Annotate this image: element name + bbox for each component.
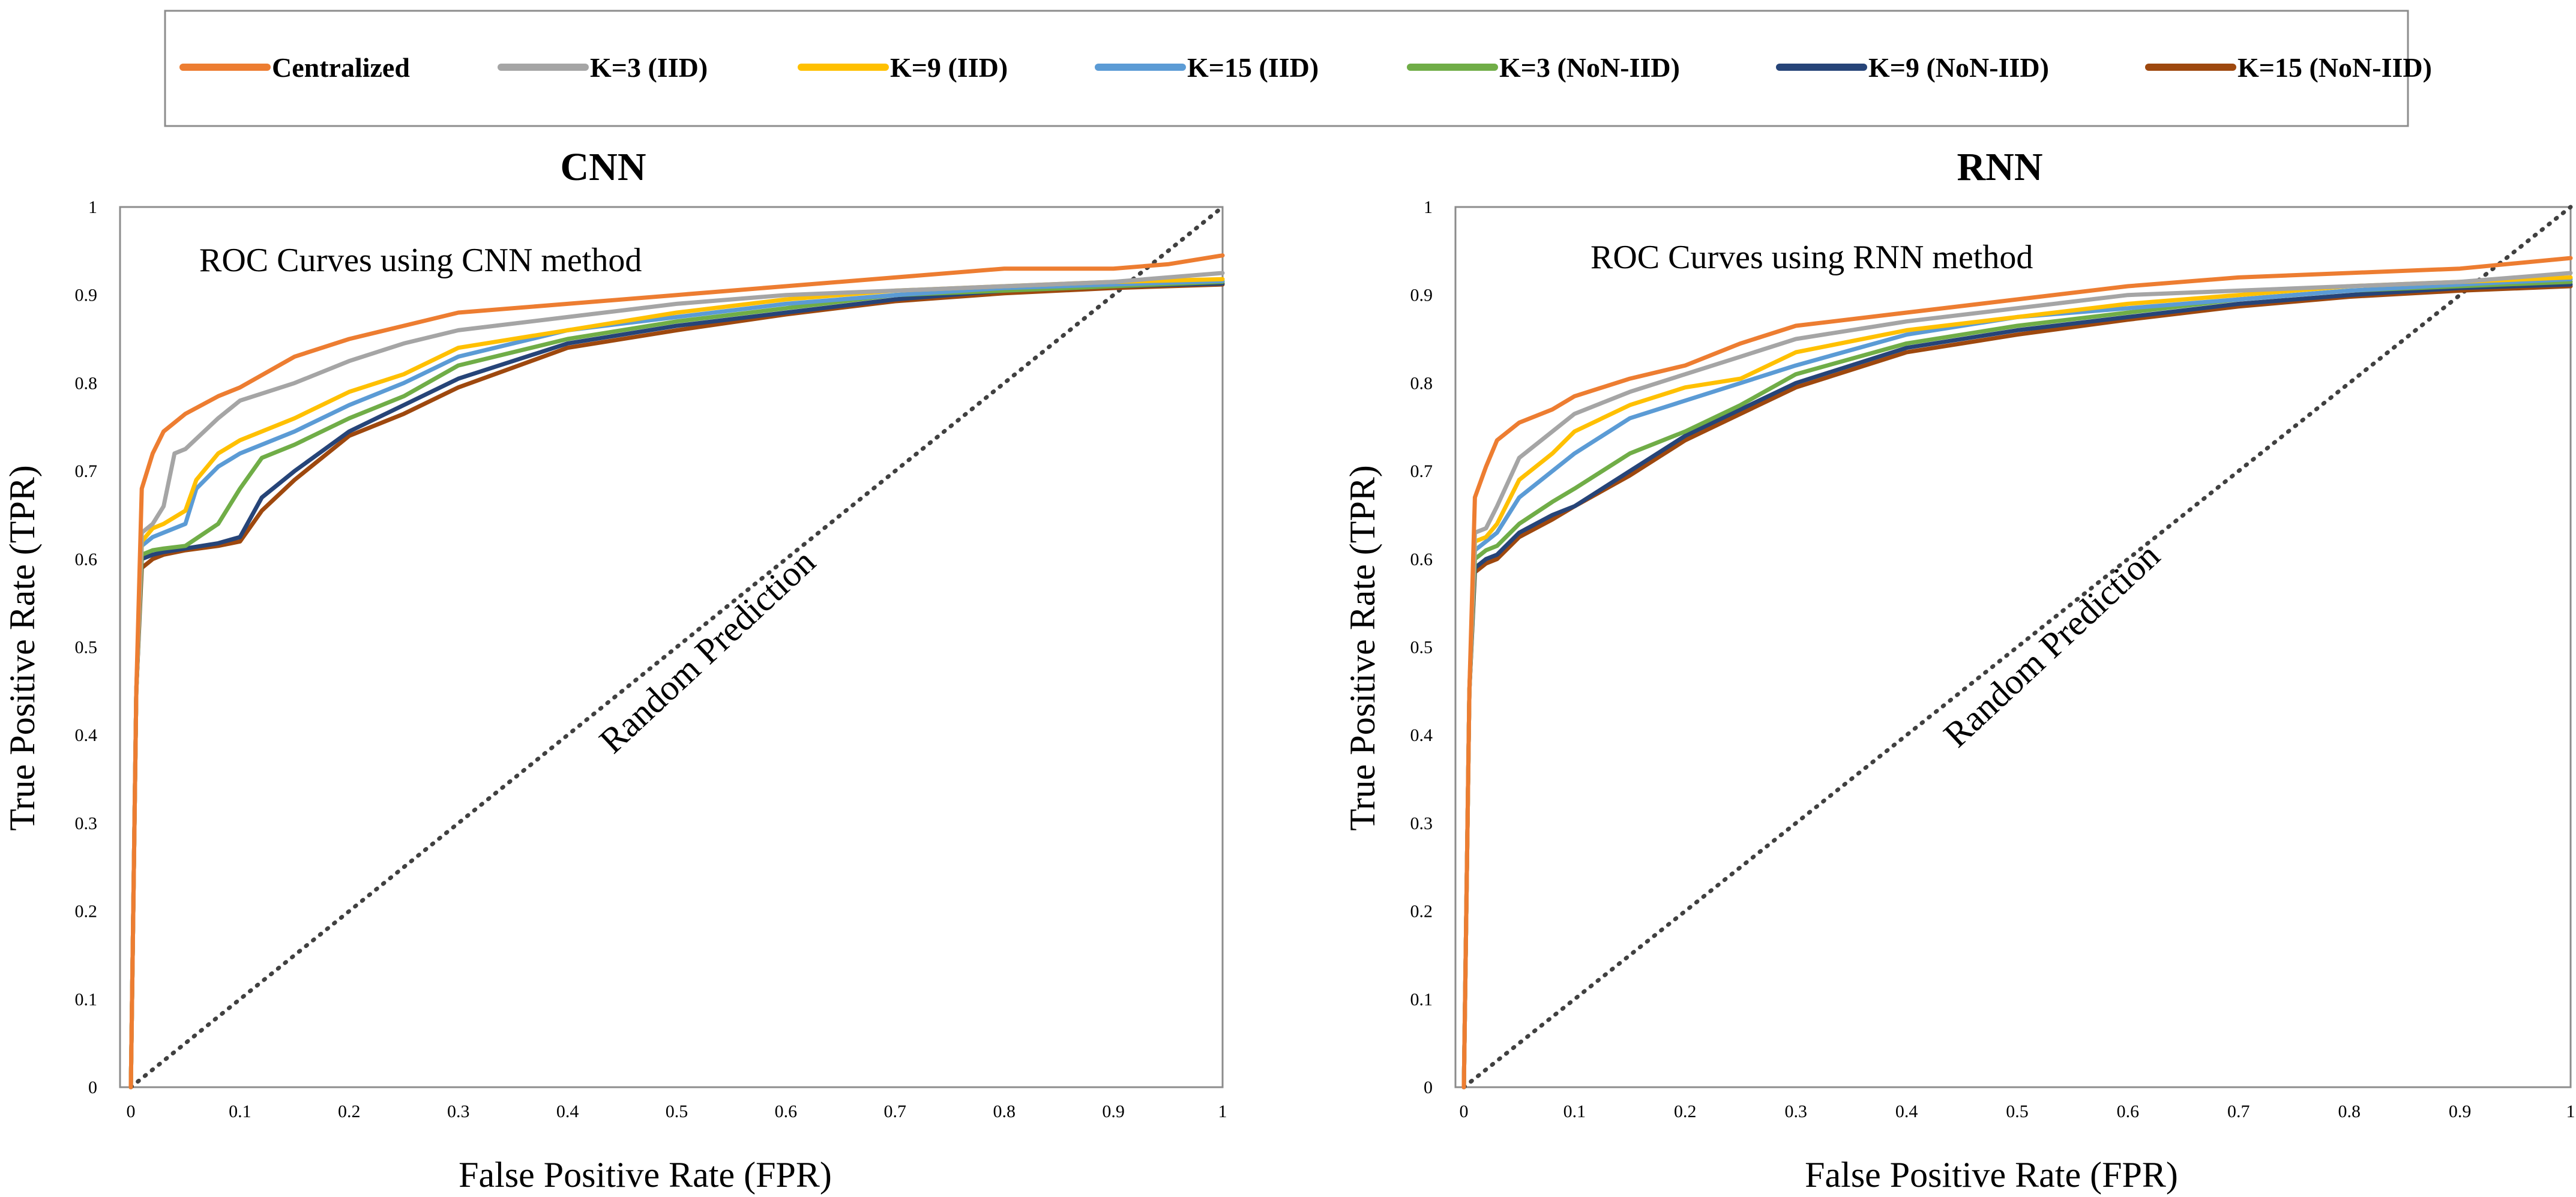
- rnn-x-tick-0-9: 0.9: [2449, 1102, 2472, 1121]
- cnn-series-k-15-iid: [128, 278, 1225, 1090]
- cnn-chart-title: CNN: [561, 145, 646, 189]
- rnn-y-tick-0-4: 0.4: [1410, 725, 1433, 745]
- cnn-random-prediction-line: [128, 205, 1225, 1090]
- rnn-x-axis-label: False Positive Rate (FPR): [1805, 1155, 2178, 1195]
- cnn-x-tick-1: 1: [1218, 1102, 1227, 1121]
- rnn-y-tick-0-6: 0.6: [1410, 550, 1433, 569]
- rnn-y-tick-0-8: 0.8: [1410, 373, 1433, 393]
- cnn-y-tick-0-8: 0.8: [75, 373, 98, 393]
- rnn-x-tick-0-3: 0.3: [1784, 1102, 1807, 1121]
- cnn-x-tick-0-7: 0.7: [884, 1102, 907, 1121]
- rnn-series-centralized: [1461, 256, 2573, 1090]
- rnn-series-k-15-non-iid: [1461, 284, 2573, 1090]
- cnn-y-axis-label: True Positive Rate (TPR): [2, 465, 42, 830]
- rnn-chart-title: RNN: [1957, 145, 2043, 189]
- rnn-y-tick-1: 1: [1424, 197, 1433, 217]
- cnn-y-tick-0-7: 0.7: [75, 461, 98, 481]
- cnn-series: [128, 253, 1225, 1090]
- rnn-x-ticks: 0 0.1 0.2 0.3 0.4 0.5 0.6 0.7 0.8 0.9 1: [1460, 1102, 2575, 1121]
- cnn-y-tick-1: 1: [88, 197, 97, 217]
- rnn-x-tick-0-6: 0.6: [2117, 1102, 2140, 1121]
- cnn-x-axis-label: False Positive Rate (FPR): [459, 1155, 832, 1195]
- rnn-x-tick-0-7: 0.7: [2227, 1102, 2250, 1121]
- cnn-y-ticks: 0 0.1 0.2 0.3 0.4 0.5 0.6 0.7 0.8 0.9 1: [75, 197, 98, 1097]
- rnn-series-k-15-iid: [1461, 277, 2573, 1090]
- rnn-y-tick-0-2: 0.2: [1410, 902, 1433, 922]
- legend-label-k-3-iid: K=3 (IID): [590, 52, 708, 83]
- rnn-series-k-9-non-iid: [1461, 282, 2573, 1090]
- legend-label-centralized: Centralized: [272, 52, 410, 83]
- rnn-panel: RNN 0 0.1 0.2 0.3 0.4 0.5 0.6 0.7 0.8 0.9 1 0 0.1 0.…: [1343, 145, 2575, 1195]
- rnn-series-k-9-iid: [1461, 275, 2573, 1090]
- cnn-x-ticks: 0 0.1 0.2 0.3 0.4 0.5 0.6 0.7 0.8 0.9 1: [127, 1102, 1227, 1121]
- cnn-x-tick-0-4: 0.4: [556, 1102, 579, 1121]
- cnn-x-tick-0-9: 0.9: [1102, 1102, 1125, 1121]
- cnn-y-tick-0-9: 0.9: [75, 286, 98, 305]
- cnn-x-tick-0-5: 0.5: [666, 1102, 688, 1121]
- rnn-y-tick-0-9: 0.9: [1410, 286, 1433, 305]
- cnn-y-tick-0-3: 0.3: [75, 814, 98, 833]
- rnn-random-prediction-line: [1461, 205, 2573, 1090]
- cnn-panel: CNN 0 0.1 0.2 0.3 0.4 0.5 0.6 0.7 0.8 0.9 1 0 0.1 0.…: [2, 145, 1227, 1195]
- cnn-y-tick-0: 0: [88, 1078, 97, 1097]
- cnn-series-k-3-iid: [128, 271, 1225, 1090]
- legend-items: Centralized K=3 (IID) K=9 (IID) K=15 (IID) K…: [179, 52, 2432, 83]
- cnn-y-tick-0-4: 0.4: [75, 725, 98, 745]
- cnn-x-tick-0: 0: [127, 1102, 136, 1121]
- rnn-y-ticks: 0 0.1 0.2 0.3 0.4 0.5 0.6 0.7 0.8 0.9 1: [1410, 197, 1433, 1097]
- rnn-series: [1461, 256, 2573, 1090]
- legend-label-k-15-iid: K=15 (IID): [1187, 52, 1319, 83]
- legend-label-k-3-non-iid: K=3 (NoN-IID): [1499, 52, 1680, 83]
- cnn-x-tick-0-1: 0.1: [229, 1102, 251, 1121]
- rnn-y-tick-0-7: 0.7: [1410, 461, 1433, 481]
- cnn-annotation: ROC Curves using CNN method: [199, 242, 642, 279]
- legend-label-k-15-non-iid: K=15 (NoN-IID): [2237, 52, 2432, 83]
- rnn-annotation: ROC Curves using RNN method: [1590, 239, 2033, 276]
- cnn-x-tick-0-8: 0.8: [993, 1102, 1016, 1121]
- cnn-series-k-9-non-iid: [128, 281, 1225, 1090]
- rnn-y-tick-0-3: 0.3: [1410, 814, 1433, 833]
- legend-label-k-9-iid: K=9 (IID): [890, 52, 1008, 83]
- cnn-y-tick-0-2: 0.2: [75, 902, 98, 922]
- rnn-y-tick-0-1: 0.1: [1410, 989, 1433, 1009]
- cnn-x-tick-0-6: 0.6: [775, 1102, 798, 1121]
- cnn-series-centralized: [128, 253, 1225, 1090]
- rnn-y-tick-0: 0: [1424, 1078, 1433, 1097]
- cnn-y-tick-0-6: 0.6: [75, 550, 98, 569]
- rnn-x-tick-0-5: 0.5: [2006, 1102, 2029, 1121]
- rnn-x-tick-0-2: 0.2: [1674, 1102, 1697, 1121]
- rnn-x-tick-0-8: 0.8: [2338, 1102, 2361, 1121]
- rnn-x-tick-1: 1: [2566, 1102, 2575, 1121]
- cnn-x-tick-0-3: 0.3: [447, 1102, 470, 1121]
- cnn-x-tick-0-2: 0.2: [338, 1102, 361, 1121]
- rnn-series-k-3-iid: [1461, 271, 2573, 1090]
- legend: Centralized K=3 (IID) K=9 (IID) K=15 (IID) K…: [164, 10, 2432, 127]
- rnn-x-tick-0-4: 0.4: [1895, 1102, 1918, 1121]
- rnn-x-tick-0: 0: [1460, 1102, 1469, 1121]
- cnn-y-tick-0-5: 0.5: [75, 638, 98, 658]
- cnn-y-tick-0-1: 0.1: [75, 989, 98, 1009]
- rnn-plot-frame: [1454, 206, 2572, 1088]
- rnn-y-tick-0-5: 0.5: [1410, 638, 1433, 658]
- legend-label-k-9-non-iid: K=9 (NoN-IID): [1868, 52, 2049, 83]
- rnn-x-tick-0-1: 0.1: [1563, 1102, 1586, 1121]
- rnn-y-axis-label: True Positive Rate (TPR): [1343, 465, 1382, 830]
